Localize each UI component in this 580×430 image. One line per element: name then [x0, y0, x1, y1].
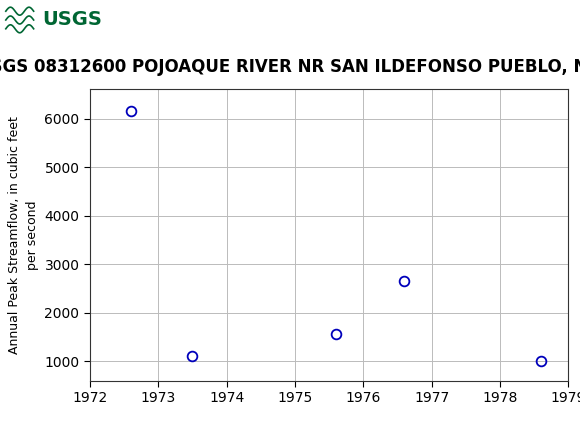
Y-axis label: Annual Peak Streamflow, in cubic feet
per second: Annual Peak Streamflow, in cubic feet pe…	[8, 116, 39, 354]
Text: USGS: USGS	[42, 10, 102, 30]
FancyBboxPatch shape	[5, 3, 71, 37]
Text: USGS 08312600 POJOAQUE RIVER NR SAN ILDEFONSO PUEBLO, NM: USGS 08312600 POJOAQUE RIVER NR SAN ILDE…	[0, 58, 580, 76]
